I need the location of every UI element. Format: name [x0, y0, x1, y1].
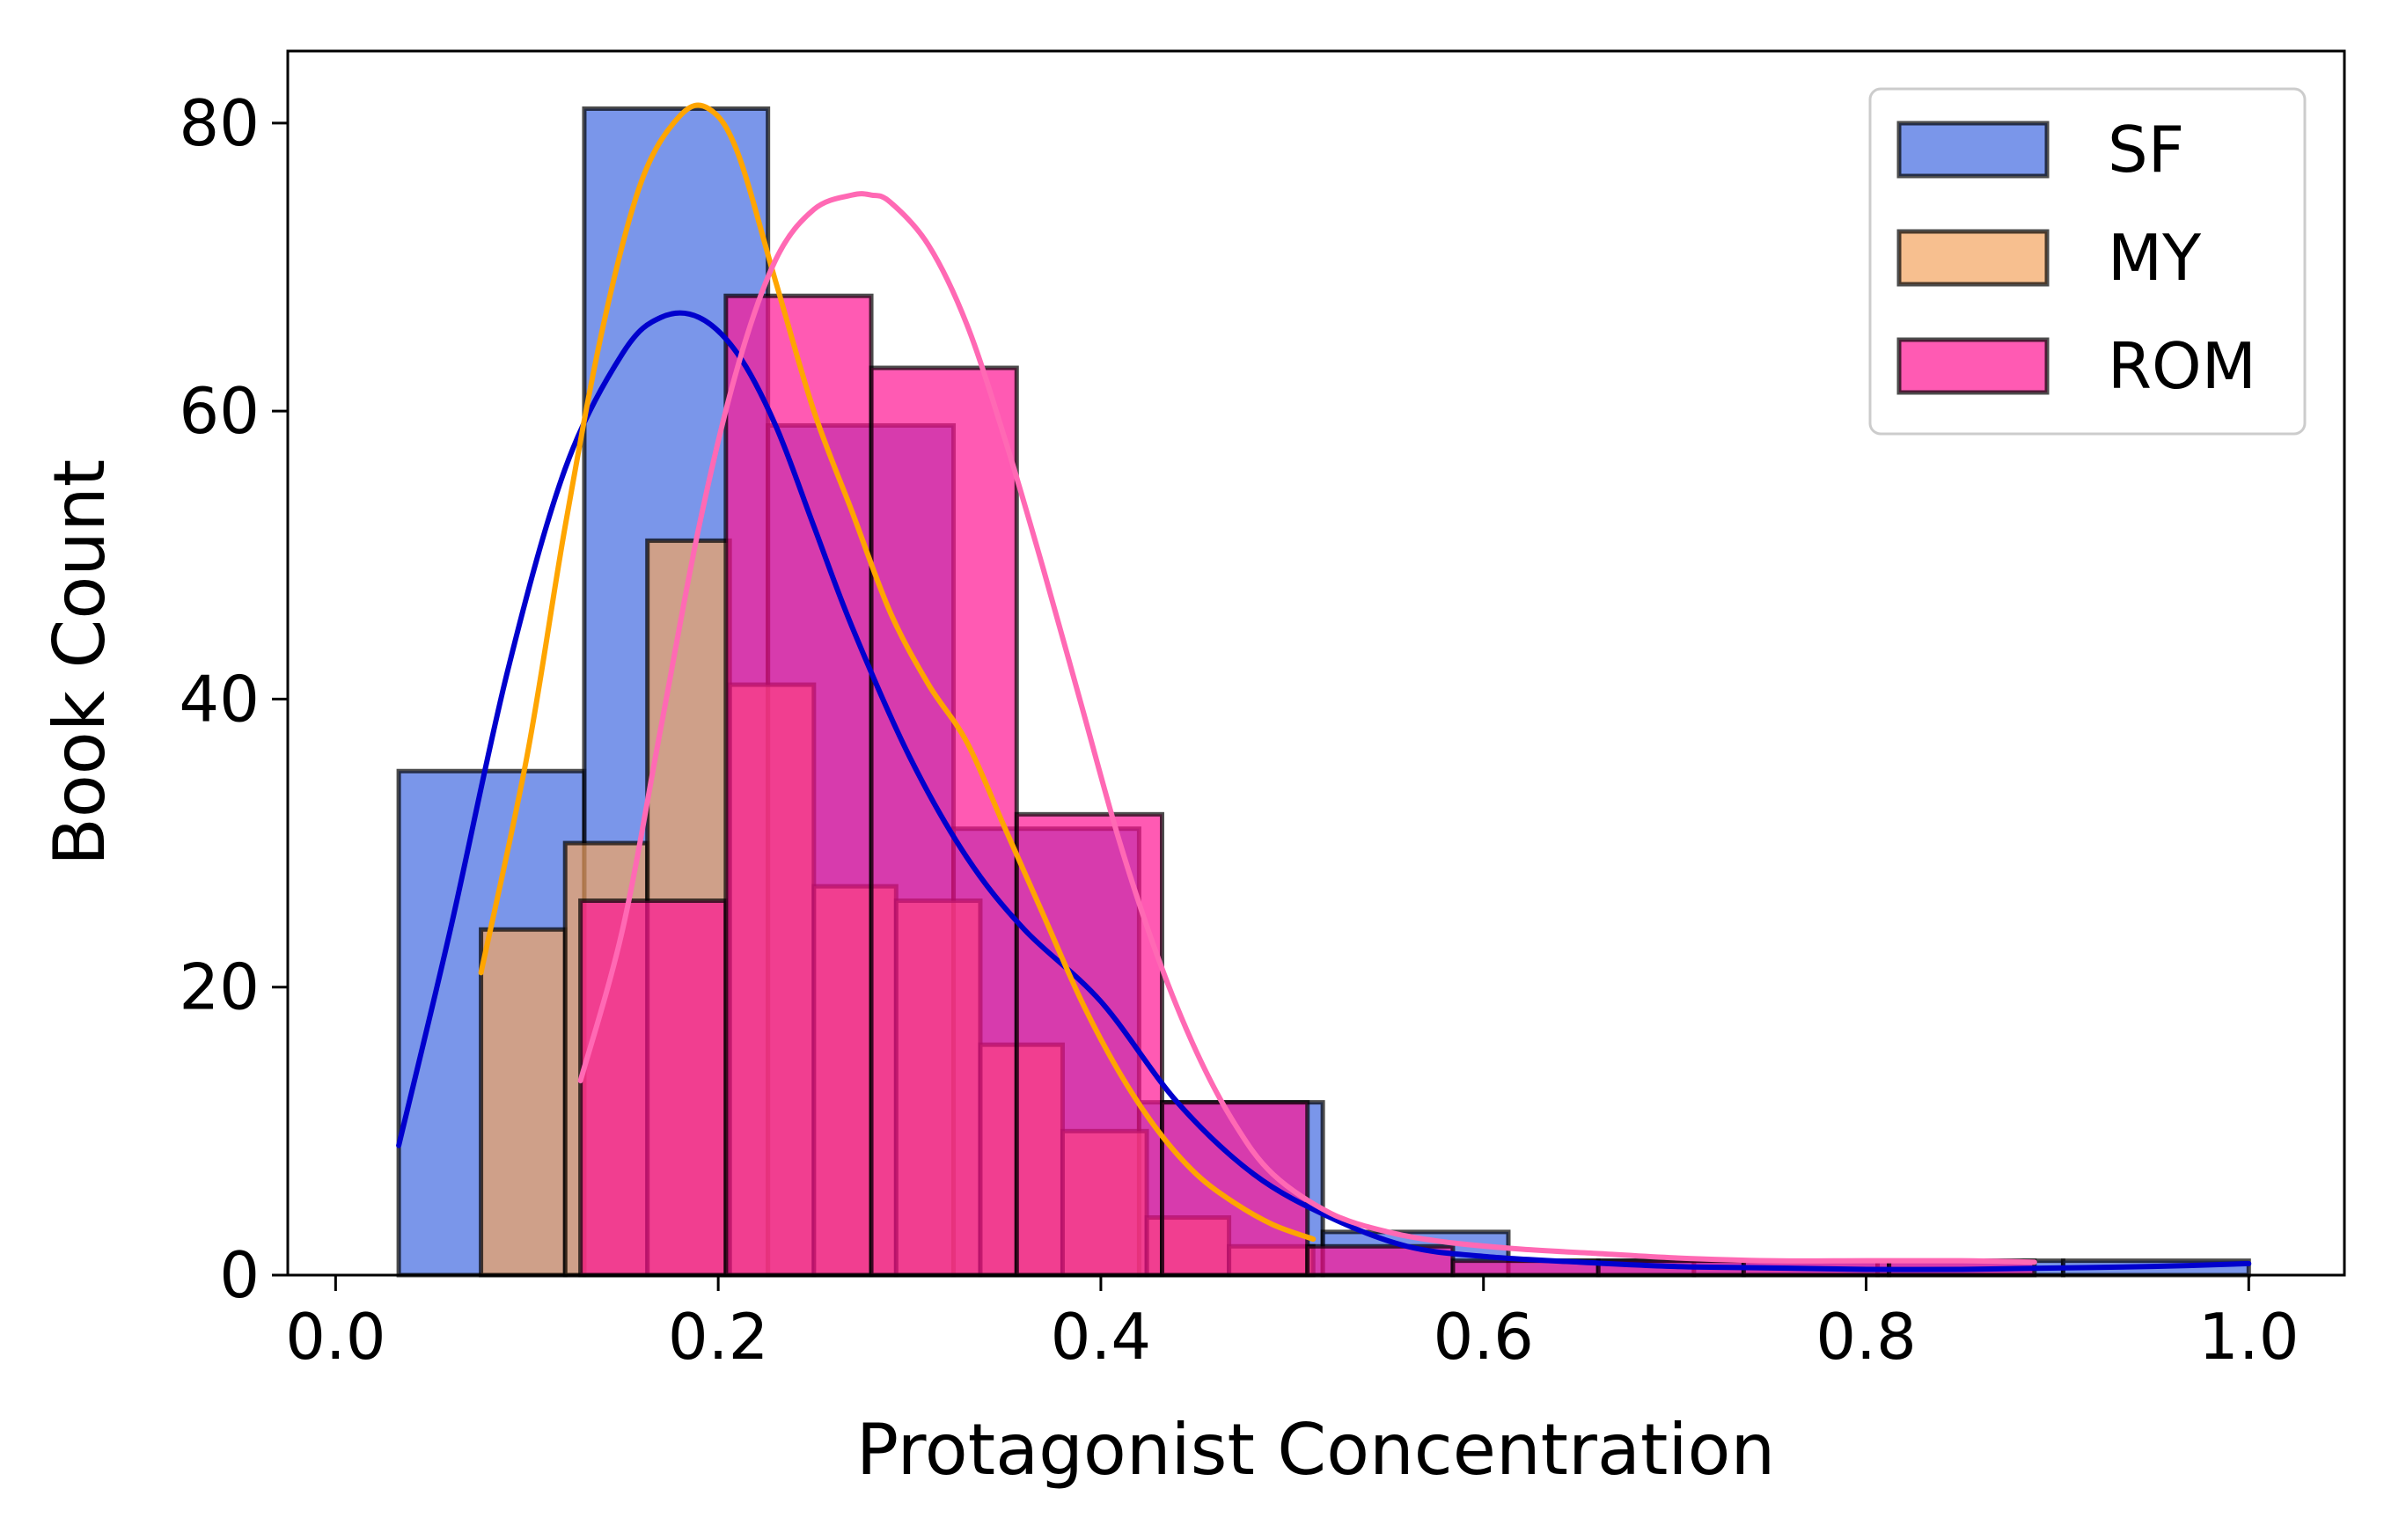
y-tick-label: 20 — [179, 950, 260, 1024]
kde-layer — [396, 102, 2252, 1272]
plot-frame — [286, 49, 2346, 1277]
y-tick-label: 40 — [179, 662, 260, 736]
legend-item-my: MY — [1896, 221, 2202, 295]
y-tick-label: 80 — [179, 86, 260, 160]
bar-rom-1 — [723, 293, 874, 1278]
legend-item-rom: ROM — [1896, 329, 2256, 403]
kde-line-my — [478, 102, 1317, 1243]
bar-rom-0 — [578, 898, 729, 1278]
legend-swatch-rom — [1896, 337, 2050, 395]
legend-swatch-my — [1896, 229, 2050, 287]
series-rom-bars — [578, 293, 2037, 1278]
x-tick-label: 0.8 — [1816, 1300, 1917, 1374]
bar-rom-3 — [1014, 811, 1164, 1278]
y-tick-label: 60 — [179, 374, 260, 448]
x-axis-title: Protagonist Concentration — [856, 1409, 1775, 1491]
x-tick-label: 0.4 — [1051, 1300, 1152, 1374]
x-tick-label: 0.6 — [1433, 1300, 1534, 1374]
x-tick-label: 0.2 — [668, 1300, 769, 1374]
legend-label-rom: ROM — [2108, 329, 2256, 403]
x-tick-label: 0.0 — [285, 1300, 386, 1374]
x-tick-label: 1.0 — [2198, 1300, 2300, 1374]
legend-label-my: MY — [2108, 221, 2202, 295]
x-axis: 0.0 0.2 0.4 0.6 0.8 1.0 — [285, 1275, 2300, 1374]
y-axis: 0 20 40 60 80 — [179, 86, 288, 1312]
y-axis-title: Book Count — [39, 459, 121, 866]
legend-items: SF MY ROM — [1896, 113, 2256, 403]
legend-item-sf: SF — [1896, 113, 2184, 187]
bar-my-0 — [479, 927, 568, 1278]
legend: SF MY ROM — [1868, 87, 2307, 436]
kde-line-rom — [577, 191, 2037, 1265]
legend-label-sf: SF — [2108, 113, 2184, 187]
legend-swatch-sf — [1896, 121, 2050, 179]
y-tick-label: 0 — [219, 1238, 260, 1312]
